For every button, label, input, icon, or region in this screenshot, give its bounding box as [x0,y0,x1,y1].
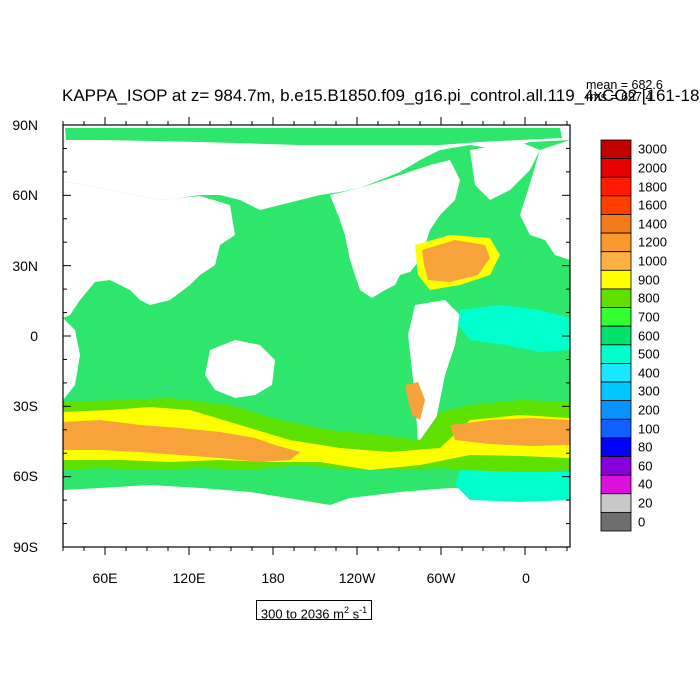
colorbar-label: 1800 [638,179,667,195]
colorbar-swatch [600,176,632,197]
colorbar-label: 500 [638,346,660,362]
range-text: 300 to 2036 m [260,606,344,622]
colorbar-label: 40 [638,476,653,492]
y-tick-label-90n: 90N [12,117,38,133]
mean-stat: mean = 682.6 [586,78,663,92]
colorbar-label: 0 [638,514,646,530]
colorbar-swatch [600,195,632,215]
gulf-stream-1000 [422,240,490,282]
land-eurasia-north [63,125,570,210]
y-tick-label-30s: 30S [13,398,38,414]
colorbar-label: 3000 [638,141,667,157]
land-australia [205,340,275,398]
colorbar-swatch [600,288,632,308]
y-tick-label-60s: 60S [13,468,38,484]
colorbar-label: 400 [638,365,660,381]
x-tick-label-120e: 120E [172,570,206,586]
y-tick-label-30n: 30N [12,258,38,274]
x-tick-label-60e: 60E [92,570,118,586]
axis-ticks [62,117,570,555]
x-tick-label-60w: 60W [426,570,456,586]
range-sup: 2 [343,605,349,615]
colorbar-label: 800 [638,290,660,306]
land-antarctica [63,485,570,547]
colorbar-swatch [600,344,632,364]
colorbar-swatch [600,325,632,346]
x-tick-label-120w: 120W [338,570,376,586]
equatorial-500-600 [458,305,570,352]
colorbar-label: 900 [638,272,660,288]
colorbar-swatch [600,251,632,271]
band-1000-1200-south [63,420,300,462]
arctic-ocean [65,128,562,145]
colorbar-swatch [600,437,632,457]
x-tick-label-180: 180 [261,570,285,586]
colorbar-swatch [600,418,632,439]
southern-500-600 [455,470,570,502]
land-south-america [408,300,460,460]
land-africa [63,318,80,400]
land-europe [520,140,570,260]
colorbar-swatch [600,214,632,234]
y-tick-label-0: 0 [30,328,38,344]
colorbar-swatch [600,307,632,327]
confluence-high [405,382,425,420]
colorbar-swatch [600,381,632,402]
colorbar-label: 300 [638,383,660,399]
colorbar-swatch [600,363,632,383]
range-unit: s [349,606,360,622]
colorbar-swatch [600,232,632,253]
colorbar-label: 80 [638,439,653,455]
colorbar-swatch [600,269,632,290]
y-tick-label-60n: 60N [12,187,38,203]
y-tick-label-90s: 90S [13,539,38,555]
colorbar-label: 2000 [638,160,667,176]
range-sup2: -1 [359,605,368,615]
colorbar-swatch [600,493,632,513]
colorbar-label: 20 [638,495,653,511]
land-north-america [330,160,460,298]
colorbar-swatch [600,474,632,495]
colorbar [600,139,632,532]
colorbar-label: 1200 [638,234,667,250]
colorbar-label: 100 [638,421,660,437]
colorbar-label: 600 [638,328,660,343]
colorbar-label: 1000 [638,253,667,269]
x-tick-label-0: 0 [522,570,530,586]
land-asia-africa [63,182,235,318]
colorbar-swatch [600,139,632,160]
colorbar-swatch [600,456,632,476]
colorbar-label: 1600 [638,197,667,213]
land-greenland [470,142,540,200]
rms-stat: rms = 697.4 [586,90,653,104]
colorbar-swatch [600,400,632,420]
colorbar-label: 700 [638,309,660,325]
colorbar-label: 60 [638,458,653,474]
value-range-box: 300 to 2036 m2 s-1 [256,600,372,622]
colorbar-label: 1400 [638,216,667,232]
colorbar-swatch [600,158,632,178]
colorbar-label: 200 [638,402,660,418]
band-1000-1200-south-east [450,418,570,446]
plot-title: KAPPA_ISOP at z= 984.7m, b.e15.B1850.f09… [62,86,700,105]
colorbar-swatch [600,511,632,532]
